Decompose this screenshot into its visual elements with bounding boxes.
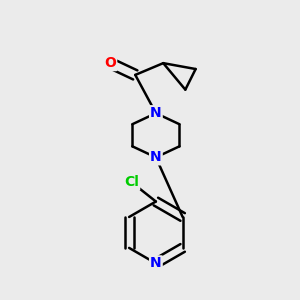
Text: N: N <box>150 106 162 120</box>
Text: O: O <box>104 56 116 70</box>
Text: N: N <box>150 256 162 270</box>
Text: N: N <box>150 150 162 164</box>
Text: Cl: Cl <box>124 176 139 189</box>
